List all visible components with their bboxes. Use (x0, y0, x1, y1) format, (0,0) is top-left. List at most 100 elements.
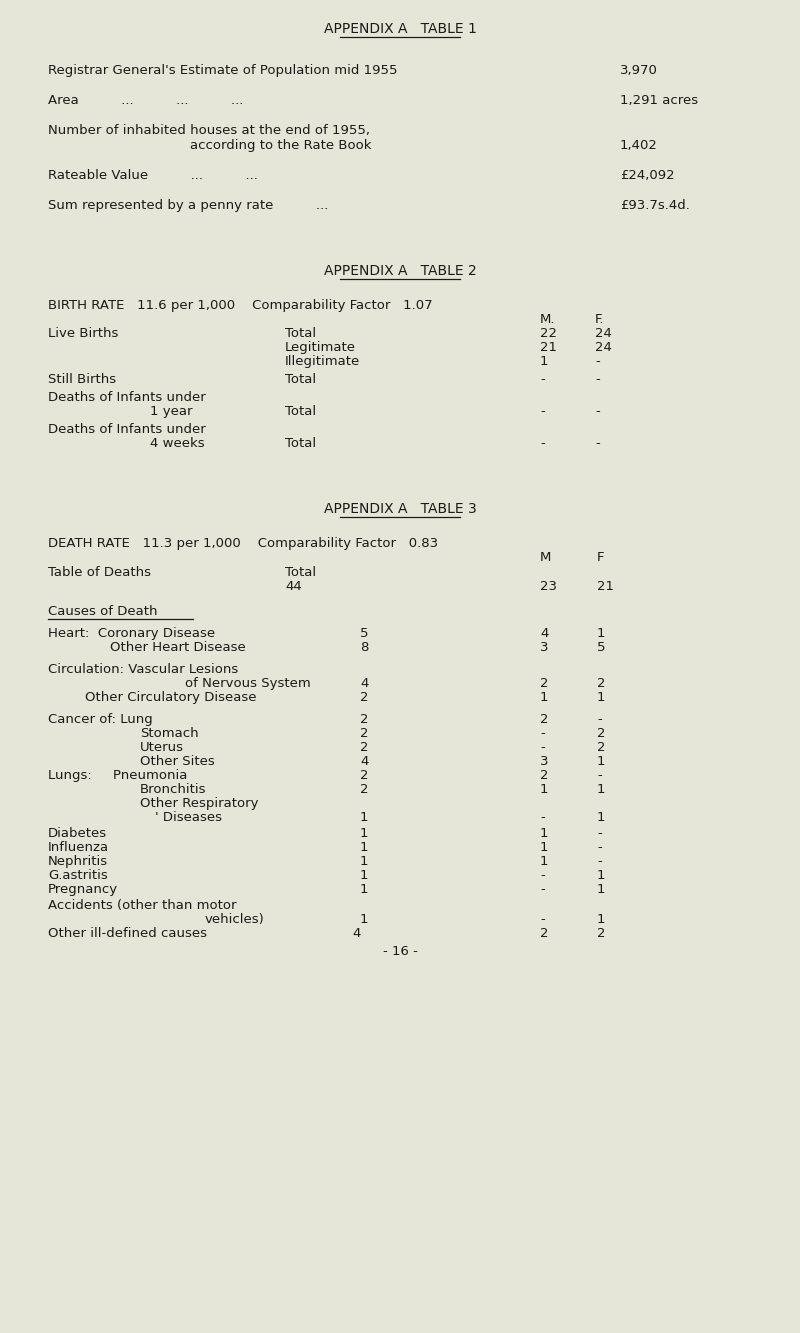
Text: -: - (540, 726, 545, 740)
Text: of Nervous System: of Nervous System (185, 677, 310, 690)
Text: 2: 2 (597, 741, 606, 754)
Text: G.astritis: G.astritis (48, 869, 108, 882)
Text: -: - (597, 826, 602, 840)
Text: Sum represented by a penny rate          ...: Sum represented by a penny rate ... (48, 199, 328, 212)
Text: -: - (540, 373, 545, 387)
Text: Stomach: Stomach (140, 726, 198, 740)
Text: Other Respiratory: Other Respiratory (140, 797, 258, 810)
Text: Total: Total (285, 327, 316, 340)
Text: Cancer of: Lung: Cancer of: Lung (48, 713, 153, 726)
Text: -: - (540, 405, 545, 419)
Text: 21: 21 (597, 580, 614, 593)
Text: Uterus: Uterus (140, 741, 184, 754)
Text: Other ill-defined causes: Other ill-defined causes (48, 926, 207, 940)
Text: 1: 1 (360, 810, 369, 824)
Text: 1: 1 (540, 355, 549, 368)
Text: - 16 -: - 16 - (382, 945, 418, 958)
Text: -: - (540, 913, 545, 926)
Text: Total: Total (285, 437, 316, 451)
Text: Table of Deaths: Table of Deaths (48, 567, 151, 579)
Text: Other Circulatory Disease: Other Circulatory Disease (85, 690, 257, 704)
Text: BIRTH RATE   11.6 per 1,000    Comparability Factor   1.07: BIRTH RATE 11.6 per 1,000 Comparability … (48, 299, 433, 312)
Text: 1: 1 (540, 854, 549, 868)
Text: Total: Total (285, 405, 316, 419)
Text: 1: 1 (597, 882, 606, 896)
Text: 24: 24 (595, 341, 612, 355)
Text: Registrar General's Estimate of Population mid 1955: Registrar General's Estimate of Populati… (48, 64, 398, 77)
Text: 2: 2 (597, 677, 606, 690)
Text: 2: 2 (540, 677, 549, 690)
Text: 1,402: 1,402 (620, 139, 658, 152)
Text: -: - (595, 405, 600, 419)
Text: M.: M. (540, 313, 555, 327)
Text: 1: 1 (540, 690, 549, 704)
Text: Rateable Value          ...          ...: Rateable Value ... ... (48, 169, 258, 183)
Text: £93.7s.4d.: £93.7s.4d. (620, 199, 690, 212)
Text: 2: 2 (597, 926, 606, 940)
Text: 5: 5 (360, 627, 369, 640)
Text: 2: 2 (360, 769, 369, 782)
Text: Deaths of Infants under: Deaths of Infants under (48, 423, 206, 436)
Text: 2: 2 (360, 690, 369, 704)
Text: Influenza: Influenza (48, 841, 109, 854)
Text: Deaths of Infants under: Deaths of Infants under (48, 391, 206, 404)
Text: Area          ...          ...          ...: Area ... ... ... (48, 95, 243, 107)
Text: Causes of Death: Causes of Death (48, 605, 158, 619)
Text: ' Diseases: ' Diseases (155, 810, 222, 824)
Text: 1: 1 (360, 882, 369, 896)
Text: 2: 2 (540, 926, 549, 940)
Text: 5: 5 (597, 641, 606, 655)
Text: 1: 1 (597, 627, 606, 640)
Text: 23: 23 (540, 580, 557, 593)
Text: -: - (595, 437, 600, 451)
Text: APPENDIX A   TABLE 1: APPENDIX A TABLE 1 (323, 23, 477, 36)
Text: APPENDIX A   TABLE 2: APPENDIX A TABLE 2 (324, 264, 476, 279)
Text: Other Sites: Other Sites (140, 754, 214, 768)
Text: Legitimate: Legitimate (285, 341, 356, 355)
Text: -: - (540, 882, 545, 896)
Text: Other Heart Disease: Other Heart Disease (110, 641, 246, 655)
Text: 4 weeks: 4 weeks (150, 437, 205, 451)
Text: 2: 2 (540, 713, 549, 726)
Text: 1: 1 (360, 841, 369, 854)
Text: 22: 22 (540, 327, 557, 340)
Text: 8: 8 (360, 641, 368, 655)
Text: 1: 1 (597, 782, 606, 796)
Text: DEATH RATE   11.3 per 1,000    Comparability Factor   0.83: DEATH RATE 11.3 per 1,000 Comparability … (48, 537, 438, 551)
Text: Pregnancy: Pregnancy (48, 882, 118, 896)
Text: APPENDIX A   TABLE 3: APPENDIX A TABLE 3 (324, 503, 476, 516)
Text: Live Births: Live Births (48, 327, 118, 340)
Text: Number of inhabited houses at the end of 1955,: Number of inhabited houses at the end of… (48, 124, 370, 137)
Text: -: - (597, 769, 602, 782)
Text: vehicles): vehicles) (205, 913, 265, 926)
Text: 2: 2 (360, 741, 369, 754)
Text: Diabetes: Diabetes (48, 826, 107, 840)
Text: 4: 4 (352, 926, 360, 940)
Text: 1: 1 (597, 810, 606, 824)
Text: Total: Total (285, 373, 316, 387)
Text: 21: 21 (540, 341, 557, 355)
Text: Heart:  Coronary Disease: Heart: Coronary Disease (48, 627, 215, 640)
Text: M: M (540, 551, 551, 564)
Text: Still Births: Still Births (48, 373, 116, 387)
Text: -: - (540, 437, 545, 451)
Text: -: - (595, 373, 600, 387)
Text: -: - (597, 841, 602, 854)
Text: F: F (597, 551, 605, 564)
Text: Accidents (other than motor: Accidents (other than motor (48, 898, 237, 912)
Text: Total: Total (285, 567, 316, 579)
Text: Circulation: Vascular Lesions: Circulation: Vascular Lesions (48, 663, 238, 676)
Text: -: - (540, 810, 545, 824)
Text: -: - (595, 355, 600, 368)
Text: 1: 1 (540, 826, 549, 840)
Text: 2: 2 (360, 726, 369, 740)
Text: 24: 24 (595, 327, 612, 340)
Text: Bronchitis: Bronchitis (140, 782, 206, 796)
Text: 3: 3 (540, 641, 549, 655)
Text: 1: 1 (597, 913, 606, 926)
Text: according to the Rate Book: according to the Rate Book (190, 139, 371, 152)
Text: Nephritis: Nephritis (48, 854, 108, 868)
Text: 1: 1 (540, 841, 549, 854)
Text: 2: 2 (540, 769, 549, 782)
Text: -: - (540, 869, 545, 882)
